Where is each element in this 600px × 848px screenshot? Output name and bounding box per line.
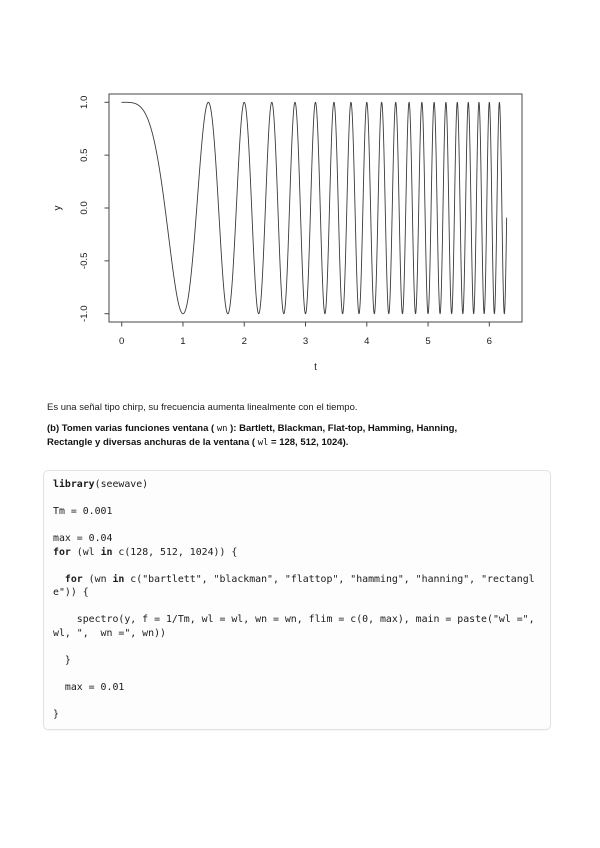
code-line: wl, ", wn =", wn)) — [53, 627, 541, 641]
caption-text: Es una señal tipo chirp, su frecuencia a… — [47, 402, 358, 413]
code-line — [53, 492, 541, 506]
x-tick-label: 6 — [487, 336, 492, 347]
y-tick-label: -0.5 — [79, 253, 90, 270]
code-text: wl, ", wn =", wn)) — [53, 628, 166, 640]
y-tick-label: 0.0 — [79, 201, 90, 214]
code-line: max = 0.04 — [53, 532, 541, 546]
code-line: e")) { — [53, 586, 541, 600]
code-text: max = 0.04 — [53, 533, 113, 545]
x-axis-ticks: 0 1 2 3 4 5 6 — [119, 322, 492, 347]
code-text — [53, 574, 65, 585]
x-tick-label: 3 — [303, 336, 308, 347]
x-tick-label: 1 — [180, 336, 185, 347]
code-text: c(128, 512, 1024)) { — [112, 546, 238, 558]
x-tick-label: 0 — [119, 336, 124, 347]
code-keyword: in — [112, 573, 125, 585]
x-axis-label: t — [314, 362, 317, 373]
code-text: c("bartlett", "blackman", "flattop", "ha… — [124, 573, 535, 585]
bold-text: Rectangle y diversas anchuras de la vent… — [47, 436, 258, 448]
y-tick-label: 1.0 — [79, 96, 90, 109]
code-line: Tm = 0.001 — [53, 505, 541, 519]
code-keyword: library — [53, 479, 95, 490]
inline-code: wn — [216, 424, 228, 434]
bold-text: = 128, 512, 1024). — [268, 436, 349, 448]
code-text: spectro(y, f = 1/Tm, wl = wl, wn = wn, f… — [53, 614, 535, 626]
chirp-curve — [121, 101, 508, 315]
code-keyword: for — [64, 573, 83, 585]
code-text: Tm = 0.001 — [53, 506, 113, 518]
code-line — [53, 668, 541, 682]
code-line — [53, 600, 541, 614]
inline-code: wl — [257, 437, 269, 448]
code-text: } — [53, 655, 71, 667]
code-text: (wn — [82, 573, 113, 585]
paragraph-line: (b) Tomen varias funciones ventana ( wn … — [47, 422, 457, 436]
y-tick-label: 0.5 — [79, 148, 90, 161]
r-code-block: library(seewave) Tm = 0.001 max = 0.04 fo… — [43, 470, 551, 730]
r-code: library(seewave) Tm = 0.001 max = 0.04 fo… — [44, 471, 550, 729]
code-line: for (wn in c("bartlett", "blackman", "fl… — [53, 573, 541, 587]
code-line — [53, 641, 541, 655]
y-axis-label: y — [53, 206, 64, 211]
x-tick-label: 4 — [364, 336, 370, 347]
x-tick-label: 5 — [425, 336, 430, 347]
exercise-b-statement: (b) Tomen varias funciones ventana ( wn … — [47, 422, 457, 450]
code-keyword: for — [53, 546, 71, 558]
code-line — [53, 695, 541, 709]
code-line: max = 0.01 — [53, 681, 541, 695]
code-line — [53, 519, 541, 533]
code-line: } — [53, 654, 541, 668]
code-text: } — [53, 709, 59, 721]
x-tick-label: 2 — [242, 336, 247, 347]
code-keyword: in — [100, 546, 113, 558]
y-axis-ticks: -1.0 -0.5 0.0 0.5 1.0 — [79, 96, 109, 322]
bold-text: ): Bartlett, Blackman, Flat-top, Hamming… — [227, 423, 458, 434]
code-line: for (wl in c(128, 512, 1024)) { — [53, 546, 541, 560]
code-text: max = 0.01 — [53, 682, 125, 694]
bold-text: (b) Tomen varias funciones ventana ( — [47, 423, 217, 434]
paragraph-line: Rectangle y diversas anchuras de la vent… — [47, 436, 457, 450]
code-text: e")) { — [53, 587, 89, 599]
code-line — [53, 559, 541, 573]
code-line: library(seewave) — [53, 478, 541, 492]
code-text: (seewave) — [94, 479, 149, 490]
code-line: spectro(y, f = 1/Tm, wl = wl, wn = wn, f… — [53, 613, 541, 627]
code-text: (wl — [70, 546, 101, 558]
chirp-plot: 0 1 2 3 4 5 6 -1.0 -0.5 0.0 0.5 1.0 t y — [53, 93, 523, 373]
code-line: } — [53, 708, 541, 722]
y-tick-label: -1.0 — [79, 305, 90, 322]
